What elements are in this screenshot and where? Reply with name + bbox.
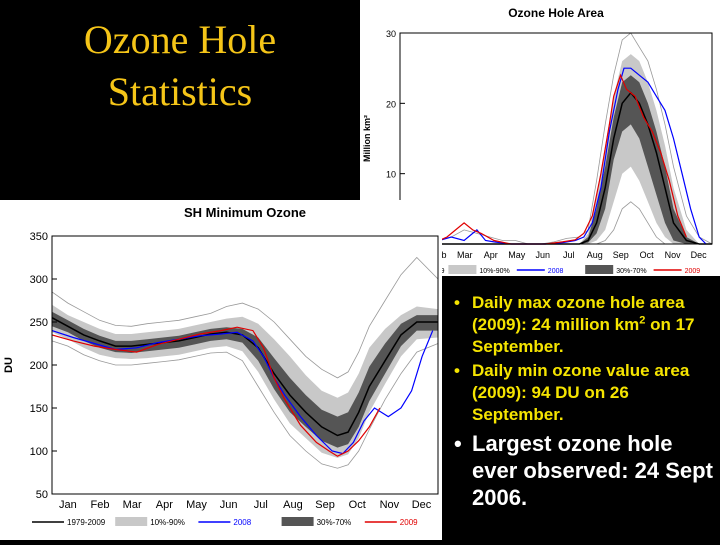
x-tick-label: Jul xyxy=(563,250,575,260)
bullet-text: Largest ozone hole ever observed: 24 Sep… xyxy=(472,431,713,510)
x-tick-label: May xyxy=(508,250,526,260)
min-envelope-line xyxy=(51,340,439,469)
x-tick-label: Apr xyxy=(156,499,173,511)
bullet-dot: • xyxy=(454,293,460,312)
x-tick-label: Apr xyxy=(484,250,498,260)
bullet-dot: • xyxy=(454,431,462,456)
y-tick-label: 100 xyxy=(30,446,48,458)
series-2008-line xyxy=(400,67,707,245)
series-2009-line xyxy=(400,73,687,245)
bullet-dot: • xyxy=(454,361,460,380)
legend-10-90-swatch xyxy=(448,265,477,274)
slide-title: Ozone Hole Statistics xyxy=(0,0,360,200)
y-tick-label: 350 xyxy=(30,231,48,243)
legend-10-90-label: 10%-90% xyxy=(479,268,509,275)
y-axis-label: DU xyxy=(3,357,15,373)
x-tick-label: Oct xyxy=(349,499,366,511)
legend-10-90-swatch xyxy=(115,517,148,526)
x-tick-label: Aug xyxy=(283,499,303,511)
series-2009-line xyxy=(51,326,381,457)
bullet-list: • Daily max ozone hole area (2009): 24 mi… xyxy=(446,292,716,513)
x-tick-label: May xyxy=(186,499,207,511)
bullet-text: Daily max ozone hole area (2009): 24 mil… xyxy=(472,293,685,334)
x-tick-label: Jun xyxy=(535,250,550,260)
bullet-text-tail: on 17 September. xyxy=(472,315,695,356)
bullet-max-area: • Daily max ozone hole area (2009): 24 mi… xyxy=(446,292,716,358)
x-tick-label: Feb xyxy=(91,499,110,511)
x-tick-label: Nov xyxy=(665,250,682,260)
legend-10-90-label: 10%-90% xyxy=(150,518,185,527)
legend-30-70-swatch xyxy=(585,265,614,274)
legend-30-70-swatch xyxy=(281,517,314,526)
y-axis-label: Million km² xyxy=(362,115,372,162)
sh-minimum-ozone-chart: SH Minimum Ozone 50 100 150 200 250 300 350 Jan F… xyxy=(3,205,439,527)
band-30-70 xyxy=(52,311,438,448)
band-30-70 xyxy=(400,75,712,244)
plot-frame xyxy=(399,32,713,245)
x-tick-label: Sep xyxy=(315,499,335,511)
legend-2008-label: 2008 xyxy=(233,518,251,527)
y-tick-label: 10 xyxy=(386,170,396,180)
legend-1979-2009-label: 1979-2009 xyxy=(67,518,106,527)
x-tick-label: Oct xyxy=(640,250,655,260)
x-tick-label: Mar xyxy=(457,250,473,260)
bullet-superscript: 2 xyxy=(639,314,646,327)
legend-30-70-label: 30%-70% xyxy=(317,518,352,527)
y-tick-label: 50 xyxy=(36,489,48,501)
y-tick-label: 20 xyxy=(386,99,396,109)
y-tick-label: 30 xyxy=(386,29,396,39)
x-tick-label: Jul xyxy=(254,499,268,511)
max-envelope-line xyxy=(51,256,439,379)
series-2008-line xyxy=(51,330,434,455)
x-tick-label: Mar xyxy=(123,499,142,511)
x-tick-label: Dec xyxy=(691,250,708,260)
chart-title: SH Minimum Ozone xyxy=(184,205,306,220)
x-tick-label: Aug xyxy=(587,250,603,260)
y-tick-label: 200 xyxy=(30,360,48,372)
x-tick-label: Nov xyxy=(380,499,400,511)
legend-30-70-label: 30%-70% xyxy=(616,268,646,275)
y-tick-label: 300 xyxy=(30,274,48,286)
bullet-largest-hole: • Largest ozone hole ever observed: 24 Se… xyxy=(446,430,716,511)
legend-2009-label: 2009 xyxy=(400,518,418,527)
x-tick-label: Jan xyxy=(59,499,77,511)
x-tick-label: Dec xyxy=(412,499,432,511)
y-tick-label: 150 xyxy=(30,403,48,415)
y-tick-label: 250 xyxy=(30,317,48,329)
x-tick-label: Sep xyxy=(613,250,629,260)
mean-line-1979-2009 xyxy=(51,317,438,437)
slide-title-line2: Statistics xyxy=(107,69,253,114)
chart-title: Ozone Hole Area xyxy=(508,6,604,20)
bullet-min-value: • Daily min ozone value area (2009): 94 D… xyxy=(446,360,716,426)
legend-2008-label: 2008 xyxy=(548,268,564,275)
x-tick-label: Jun xyxy=(220,499,238,511)
bullet-text: Daily min ozone value area (2009): 94 DU… xyxy=(472,361,690,424)
slide-title-line1: Ozone Hole xyxy=(83,17,277,62)
sh-minimum-ozone-panel: SH Minimum Ozone 50 100 150 200 250 300 350 Jan F… xyxy=(0,200,442,540)
legend-2009-label: 2009 xyxy=(685,268,701,275)
